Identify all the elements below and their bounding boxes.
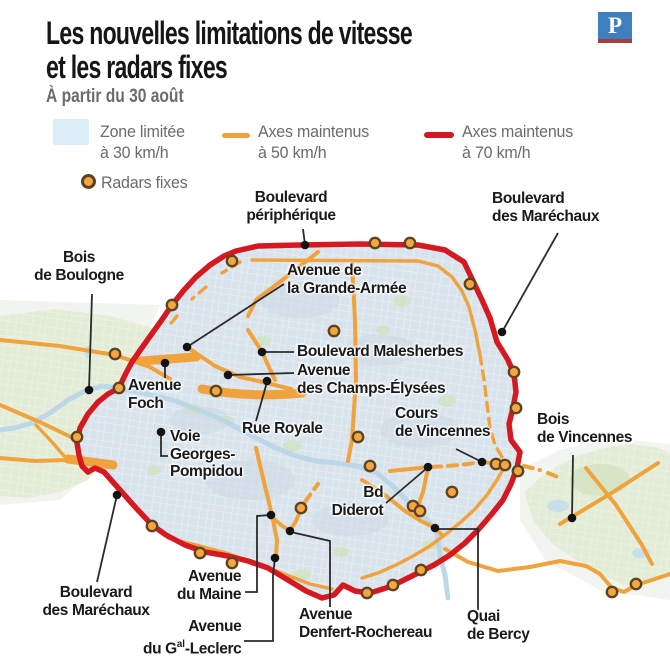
label-avenue-foch: Avenue Foch — [128, 377, 182, 412]
label-leader-lines — [88, 228, 574, 642]
label-anchor-dot — [497, 327, 507, 337]
radar-legend-icon — [81, 174, 96, 189]
label-anchor-dot — [430, 523, 440, 533]
radar-dot — [363, 459, 377, 473]
label-leader-line — [160, 433, 168, 457]
label-leader-line — [290, 531, 331, 607]
label-avenue-du-maine: Avenue du Maine — [176, 568, 242, 603]
label-anchor-dot — [567, 513, 577, 523]
label-anchor-dot — [156, 427, 166, 437]
label-champs-elysees: Avenue des Champs-Élysées — [297, 362, 446, 397]
label-anchor-dot — [270, 553, 280, 563]
radar-dot — [327, 324, 341, 338]
label-anchor-dot — [266, 510, 276, 520]
page-title: Les nouvelles limitations de vitesse et … — [46, 15, 413, 85]
label-anchor-dot — [84, 385, 94, 395]
label-anchor-dot — [262, 376, 272, 386]
label-leader-line — [227, 372, 295, 376]
label-anchor-dots — [84, 240, 577, 563]
radar-dot — [193, 546, 207, 560]
radar-dot — [445, 485, 459, 499]
radar-locations — [70, 236, 643, 600]
label-cours-de-vincennes: Cours de Vincennes — [395, 405, 491, 440]
page-title-line1: Les nouvelles limitations de vitesse — [46, 15, 413, 51]
radar-dot — [70, 430, 84, 444]
label-leader-line — [186, 283, 285, 348]
radar-dot — [209, 384, 223, 398]
le-parisien-logo: P — [598, 12, 632, 39]
page-title-line2: et les radars fixes — [46, 49, 228, 85]
label-leader-line — [571, 454, 574, 518]
legend-axes-50: Axes maintenus à 50 km/h — [258, 122, 370, 162]
radar-dot — [463, 277, 477, 291]
label-boulevard-marechaux-ne: Boulevard des Maréchaux — [492, 190, 600, 225]
radar-dot — [403, 236, 417, 250]
label-anchor-dot — [160, 358, 170, 368]
radar-dot — [629, 577, 643, 591]
label-leader-line — [501, 232, 559, 333]
axes-70-swatch — [424, 132, 454, 138]
radar-dot — [511, 464, 525, 478]
label-anchor-dot — [285, 526, 295, 536]
radar-dot — [386, 578, 400, 592]
legend-axes-70: Axes maintenus à 70 km/h — [462, 122, 574, 162]
label-anchor-dot — [257, 347, 267, 357]
label-leader-line — [96, 494, 118, 583]
label-bois-de-vincennes: Bois de Vincennes — [537, 411, 633, 446]
radar-dot — [360, 586, 374, 600]
label-leader-line — [244, 557, 276, 642]
label-leader-line — [245, 514, 272, 593]
label-boulevard-peripherique: Boulevard périphérique — [246, 189, 336, 224]
radar-dot — [294, 501, 308, 515]
label-leader-line — [437, 528, 479, 610]
radar-dot — [225, 556, 239, 570]
radar-dot — [413, 504, 427, 518]
label-avenue-grande-armee: Avenue de la Grande-Armée — [287, 262, 407, 297]
label-avenue-du-general-leclerc: Avenue du Gal-Leclerc — [142, 618, 242, 657]
radar-dot — [507, 365, 521, 379]
radar-dot — [498, 458, 512, 472]
radar-dot — [368, 236, 382, 250]
label-anchor-dot — [112, 490, 122, 500]
label-anchor-dot — [477, 457, 487, 467]
label-voie-georges-pompidou: Voie Georges- Pompidou — [170, 428, 243, 480]
radar-dot — [351, 430, 365, 444]
label-anchor-dot — [423, 462, 433, 472]
label-boulevard-marechaux-sw: Boulevard des Maréchaux — [42, 584, 150, 619]
label-leader-line — [88, 293, 93, 391]
radar-dot — [605, 585, 619, 599]
label-anchor-dot — [182, 342, 192, 352]
axes-50-swatch — [222, 133, 250, 138]
legend-zone-30: Zone limitée à 30 km/h — [100, 122, 185, 162]
radar-dot — [145, 519, 159, 533]
page-subtitle: À partir du 30 août — [46, 86, 184, 107]
label-bd-diderot: Bd Diderot — [331, 484, 383, 519]
radar-dot — [108, 347, 122, 361]
label-leader-line — [385, 467, 428, 504]
label-bois-de-boulogne: Bois de Boulogne — [34, 249, 124, 284]
zone-30-swatch — [53, 119, 89, 145]
label-leader-line — [255, 381, 268, 422]
radar-dot — [509, 401, 523, 415]
label-quai-de-bercy: Quai de Bercy — [467, 608, 530, 643]
radar-dot — [414, 563, 428, 577]
radar-dot — [225, 254, 239, 268]
label-rue-royale: Rue Royale — [242, 420, 323, 437]
le-parisien-logo-underline — [598, 39, 632, 43]
legend-radars: Radars fixes — [101, 173, 188, 192]
label-anchor-dot — [223, 370, 233, 380]
label-avenue-denfert-rochereau: Avenue Denfert-Rochereau — [299, 606, 433, 641]
radar-dot — [165, 298, 179, 312]
radar-dot — [112, 381, 126, 395]
label-anchor-dot — [300, 240, 310, 250]
label-leader-line — [455, 448, 481, 462]
label-boulevard-malesherbes: Boulevard Malesherbes — [297, 343, 464, 360]
